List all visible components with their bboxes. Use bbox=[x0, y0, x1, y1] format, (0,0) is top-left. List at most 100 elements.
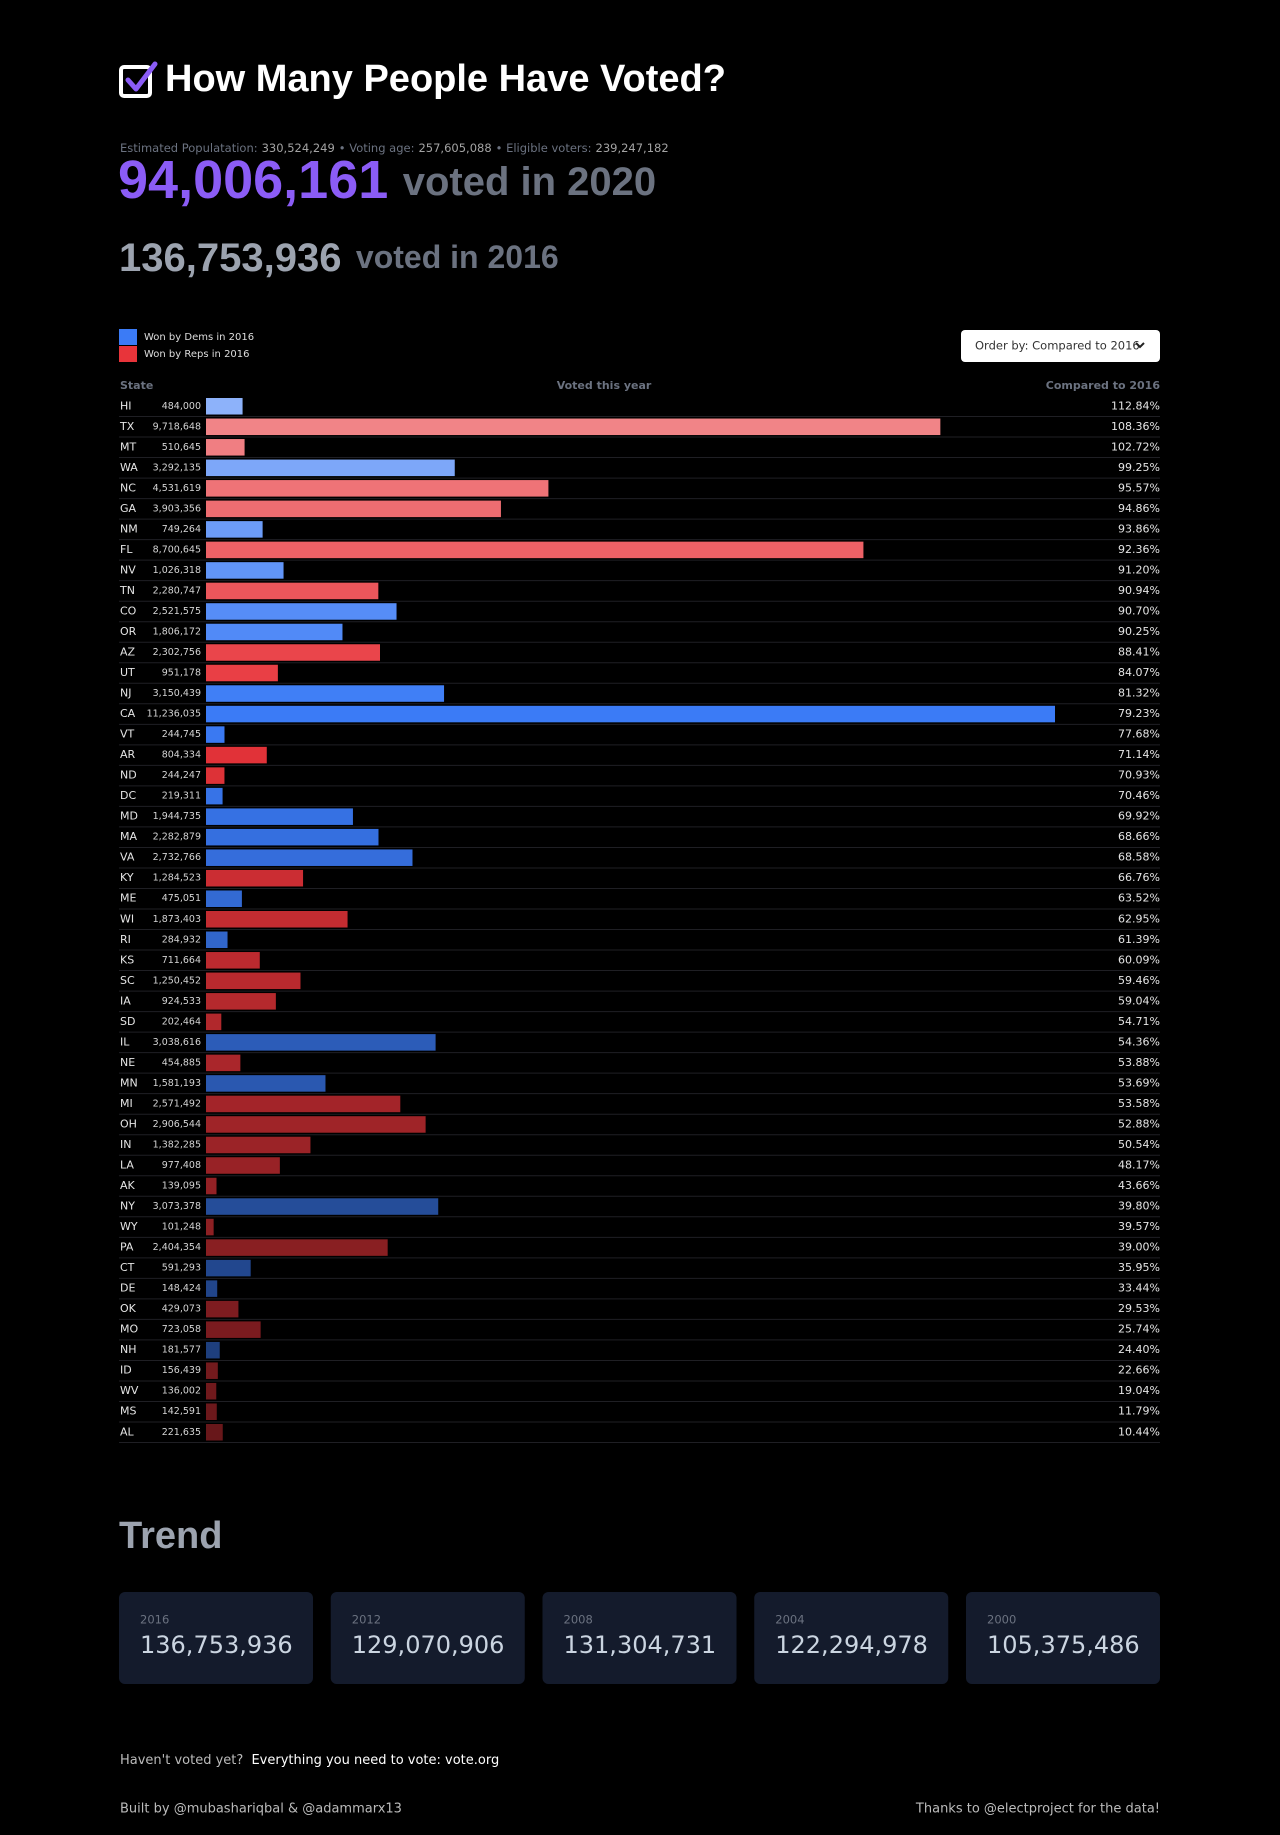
bar bbox=[206, 1136, 311, 1154]
bar bbox=[206, 993, 276, 1010]
vote-label: 3,150,439 bbox=[153, 688, 201, 699]
vote-label: 977,408 bbox=[162, 1160, 201, 1171]
compared-label: 35.95% bbox=[1118, 1261, 1160, 1274]
compared-label: 61.39% bbox=[1118, 933, 1160, 946]
state-label: NC bbox=[120, 481, 136, 494]
compared-label: 81.32% bbox=[1118, 687, 1160, 700]
column-header: Compared to 2016 bbox=[1046, 379, 1161, 392]
bar bbox=[206, 1075, 326, 1092]
vote-label: 429,073 bbox=[162, 1304, 201, 1315]
compared-label: 33.44% bbox=[1118, 1282, 1160, 1295]
state-label: IL bbox=[120, 1035, 130, 1048]
vote-label: 1,284,523 bbox=[153, 873, 201, 884]
bar bbox=[206, 808, 353, 825]
bar bbox=[206, 787, 223, 805]
compared-label: 29.53% bbox=[1118, 1302, 1160, 1315]
state-label: CA bbox=[120, 707, 136, 720]
state-label: DE bbox=[120, 1282, 135, 1295]
vote-label: 284,932 bbox=[162, 934, 201, 945]
state-label: VT bbox=[120, 728, 135, 741]
footer-thanks: Thanks to @electproject for the data! bbox=[915, 1802, 1160, 1817]
state-label: FL bbox=[120, 543, 133, 556]
bar bbox=[206, 500, 501, 518]
vote-label: 3,038,616 bbox=[153, 1037, 201, 1048]
column-header: State bbox=[120, 379, 153, 392]
vote-label: 951,178 bbox=[162, 668, 201, 679]
compared-label: 62.95% bbox=[1118, 912, 1160, 925]
footer-link[interactable]: Everything you need to vote: vote.org bbox=[251, 1753, 499, 1768]
vote-label: 2,282,879 bbox=[153, 832, 201, 843]
bar bbox=[206, 1259, 251, 1277]
vote-label: 510,645 bbox=[162, 442, 201, 453]
vote-label: 2,906,544 bbox=[153, 1119, 201, 1130]
vote-label: 148,424 bbox=[162, 1283, 201, 1294]
compared-label: 66.76% bbox=[1118, 871, 1160, 884]
stat-label: • Eligible voters: bbox=[496, 141, 592, 155]
vote-label: 1,806,172 bbox=[153, 626, 201, 637]
compared-label: 48.17% bbox=[1118, 1159, 1160, 1172]
bar bbox=[206, 1321, 261, 1338]
stats-line: Estimated Populatation: 330,524,249 • Voti… bbox=[120, 141, 669, 155]
compared-label: 99.25% bbox=[1118, 461, 1160, 474]
compared-label: 84.07% bbox=[1118, 666, 1160, 679]
compared-label: 70.93% bbox=[1118, 769, 1160, 782]
footer-credits: Built by @mubashariqbal & @adammarx13 bbox=[120, 1802, 402, 1817]
state-label: CT bbox=[120, 1261, 135, 1274]
trend-year: 2012 bbox=[352, 1613, 381, 1627]
bar bbox=[206, 931, 228, 949]
compared-label: 95.57% bbox=[1118, 481, 1160, 494]
compared-label: 68.58% bbox=[1118, 851, 1160, 864]
state-label: NE bbox=[120, 1056, 135, 1069]
state-label: ME bbox=[120, 892, 136, 905]
state-label: TX bbox=[119, 420, 135, 433]
state-label: OR bbox=[120, 625, 137, 638]
bar bbox=[206, 890, 242, 907]
vote-label: 8,700,645 bbox=[153, 544, 201, 555]
compared-label: 54.36% bbox=[1118, 1035, 1160, 1048]
state-label: ND bbox=[120, 769, 137, 782]
state-label: ID bbox=[120, 1364, 132, 1377]
vote-label: 2,280,747 bbox=[153, 585, 201, 596]
state-label: CO bbox=[120, 604, 137, 617]
bar bbox=[206, 603, 397, 620]
compared-label: 59.46% bbox=[1118, 974, 1160, 987]
state-label: VA bbox=[120, 851, 135, 864]
vote-label: 139,095 bbox=[162, 1181, 201, 1192]
trend-card bbox=[330, 1592, 525, 1684]
state-label: KY bbox=[120, 871, 134, 884]
chevron[interactable] bbox=[1135, 342, 1145, 349]
page-title: How Many People Have Voted? bbox=[165, 58, 726, 100]
bar bbox=[206, 480, 549, 497]
vote-label: 4,531,619 bbox=[153, 483, 201, 494]
compared-label: 88.41% bbox=[1118, 646, 1160, 659]
vote-label: 156,439 bbox=[162, 1365, 201, 1376]
compared-label: 39.57% bbox=[1118, 1220, 1160, 1233]
compared-label: 39.80% bbox=[1118, 1200, 1160, 1213]
compared-label: 11.79% bbox=[1118, 1405, 1160, 1418]
column-header: Voted this year bbox=[557, 379, 652, 392]
vote-label: 9,718,648 bbox=[153, 421, 201, 432]
bar bbox=[206, 1300, 239, 1318]
compared-label: 69.92% bbox=[1118, 810, 1160, 823]
trend-year: 2008 bbox=[564, 1613, 593, 1627]
compared-label: 22.66% bbox=[1118, 1364, 1160, 1377]
order-by-label[interactable]: Order by: Compared to 2016 bbox=[975, 339, 1140, 353]
state-label: DC bbox=[120, 789, 136, 802]
vote-label: 221,635 bbox=[162, 1427, 201, 1438]
state-label: WV bbox=[120, 1384, 139, 1397]
trend-total: 105,375,486 bbox=[987, 1631, 1140, 1659]
compared-label: 52.88% bbox=[1118, 1117, 1160, 1130]
order-by-box[interactable] bbox=[961, 330, 1160, 362]
bar bbox=[206, 664, 278, 682]
vote-label: 11,236,035 bbox=[147, 709, 201, 720]
bar bbox=[206, 459, 455, 477]
order-by-select[interactable]: Order by: Compared to 2016 bbox=[961, 330, 1160, 362]
bar bbox=[206, 582, 379, 600]
state-label: WI bbox=[120, 912, 134, 925]
state-label: WA bbox=[120, 461, 138, 474]
compared-label: 50.54% bbox=[1118, 1138, 1160, 1151]
legend-label: Won by Dems in 2016 bbox=[144, 332, 254, 343]
state-label: NJ bbox=[120, 687, 131, 700]
vote-label: 804,334 bbox=[162, 750, 201, 761]
bar bbox=[206, 644, 380, 661]
